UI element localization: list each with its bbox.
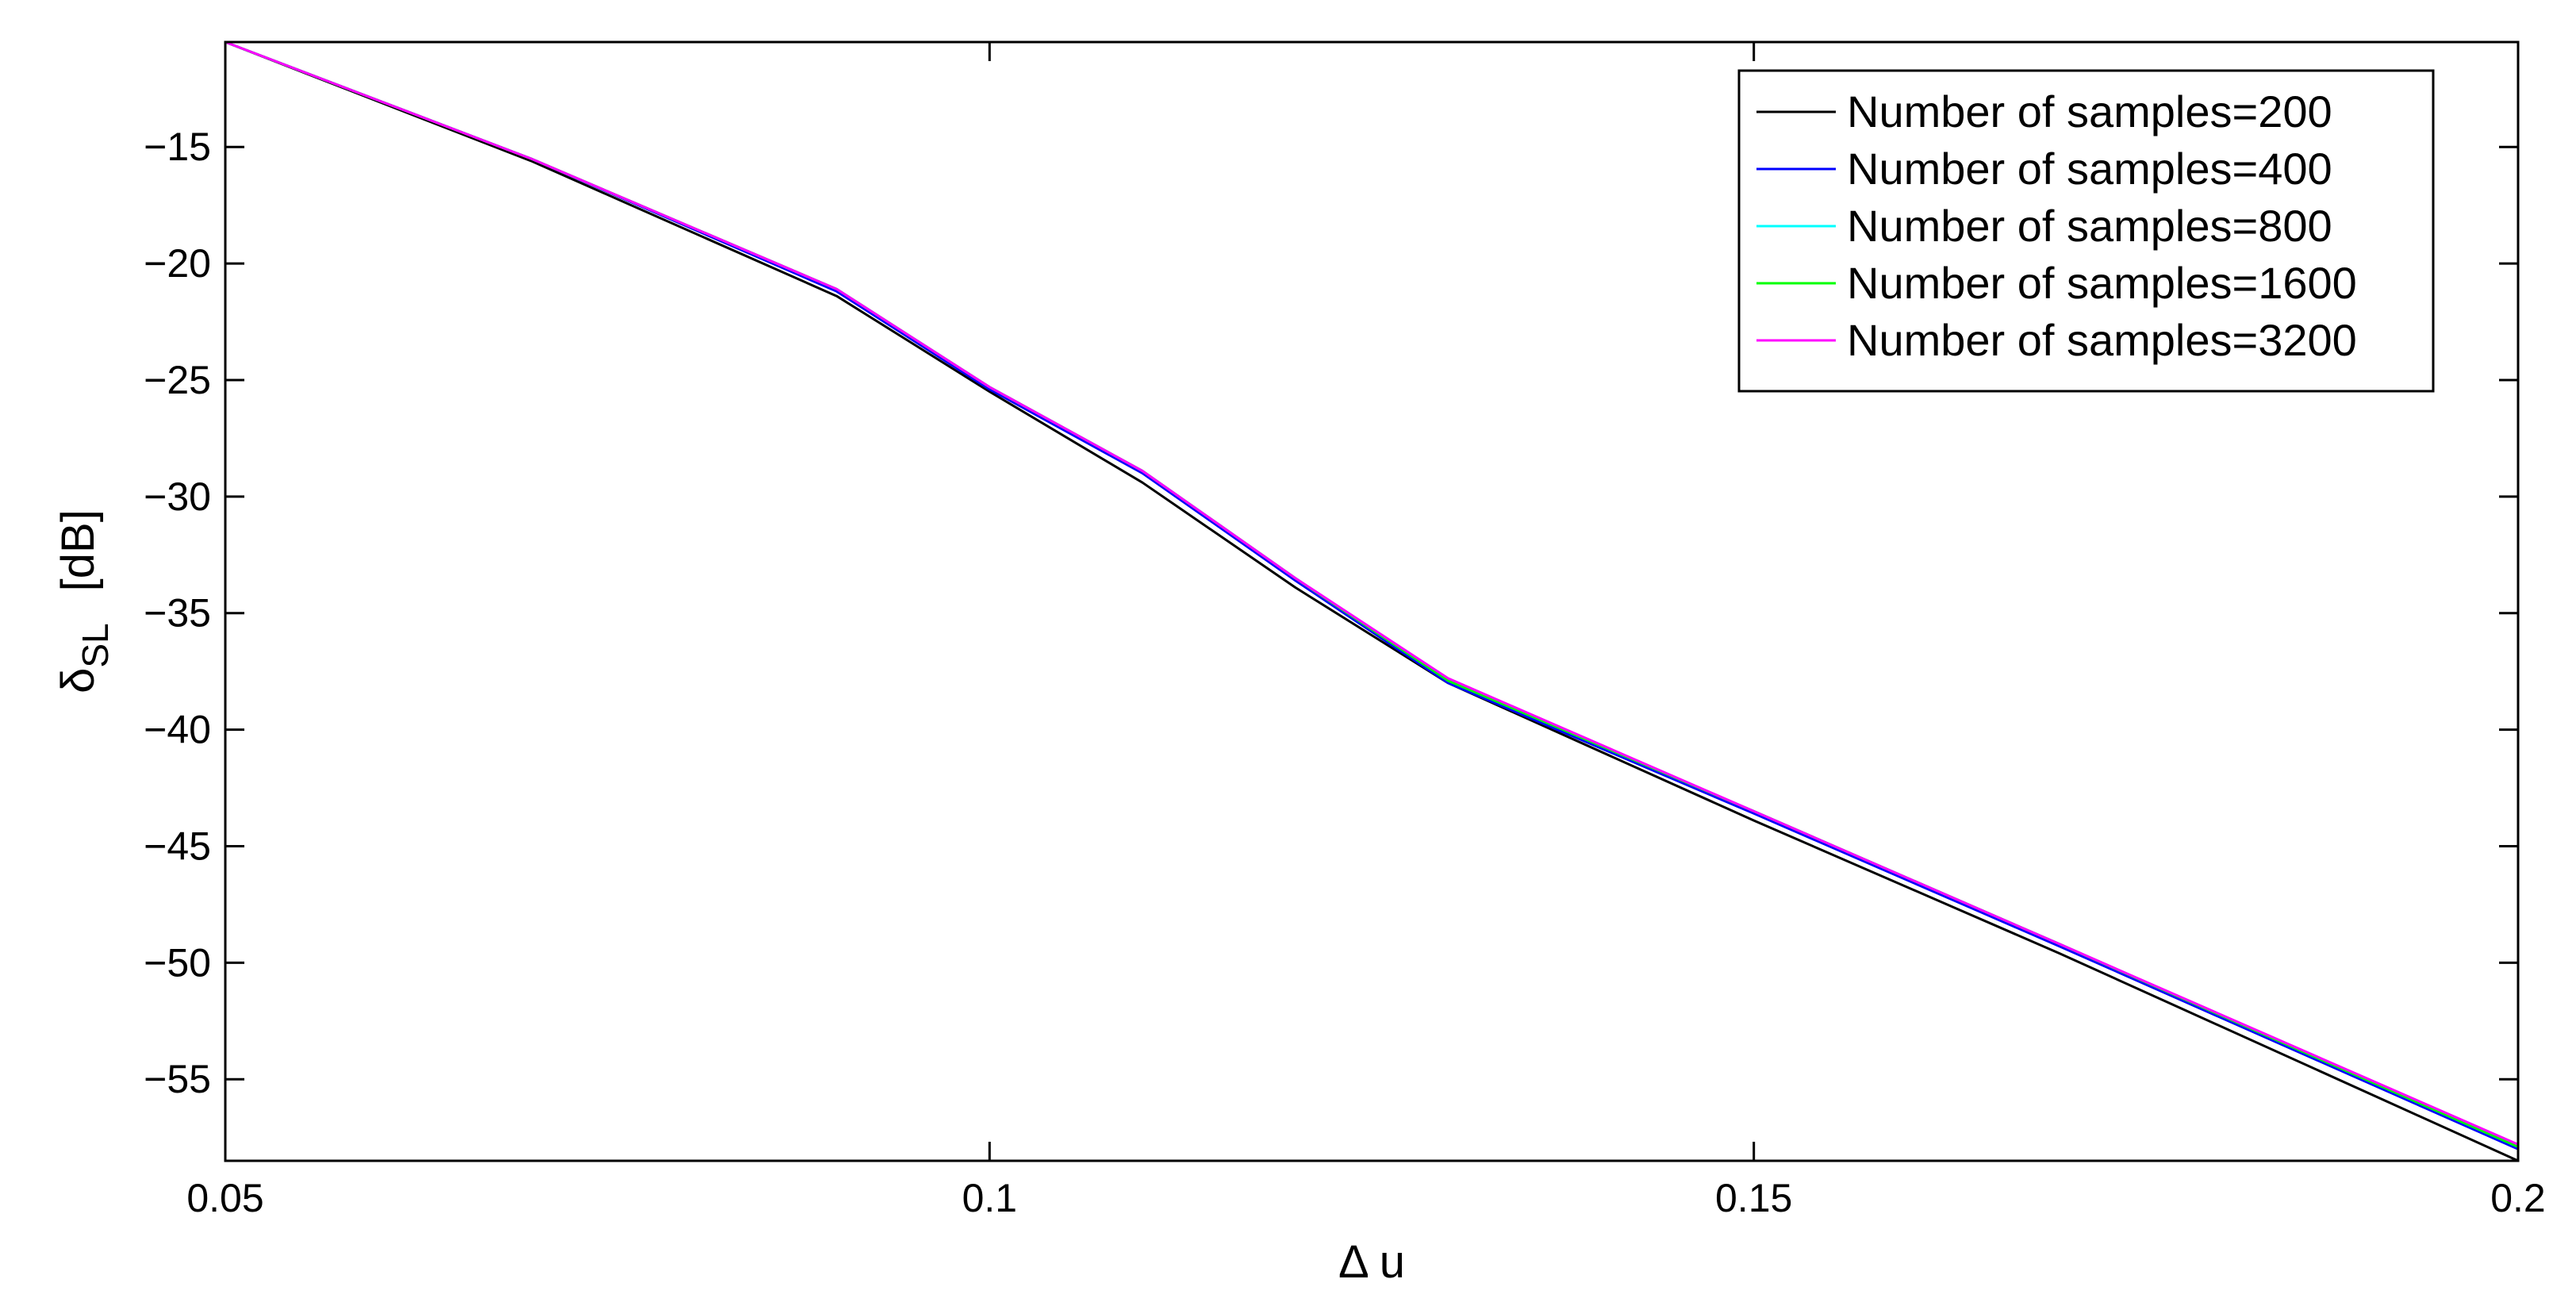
- y-tick-label: −55: [144, 1057, 211, 1101]
- x-tick-label: 0.15: [1715, 1176, 1792, 1220]
- y-tick-label: −25: [144, 358, 211, 402]
- legend-label-3: Number of samples=1600: [1847, 258, 2357, 308]
- legend-label-4: Number of samples=3200: [1847, 315, 2357, 365]
- legend-entries: Number of samples=200 Number of samples=4…: [1756, 86, 2357, 365]
- x-axis: 0.05 0.1 0.15 0.2: [186, 42, 2546, 1220]
- y-tick-label: −15: [144, 125, 211, 169]
- plot-frame: [224, 40, 2520, 1162]
- legend-label-1: Number of samples=400: [1847, 144, 2332, 194]
- y-tick-label: −50: [144, 940, 211, 985]
- y-axis-label-symbol: δ: [52, 668, 104, 693]
- svg-text:δSL[dB]: δSL [dB]: [52, 509, 116, 693]
- legend-box: [1737, 69, 2435, 393]
- x-tick-label: 0.05: [186, 1176, 263, 1220]
- series-layer: [225, 40, 2519, 1162]
- y-axis: −15 −20 −25 −30 −35 −40 −45 −50 −55: [144, 125, 2518, 1101]
- series-line-4: [225, 40, 2519, 1146]
- y-tick-label: −20: [144, 241, 211, 286]
- y-axis-label-subscript: SL: [75, 623, 116, 667]
- x-tick-label: 0.2: [2490, 1176, 2546, 1220]
- y-tick-label: −35: [144, 591, 211, 636]
- series-line-0: [225, 40, 2519, 1162]
- y-tick-label: −30: [144, 474, 211, 519]
- legend: Number of samples=200 Number of samples=4…: [1737, 69, 2435, 393]
- x-axis-label: Δ u: [1338, 1236, 1405, 1288]
- y-axis-label-unit: [dB]: [52, 509, 104, 591]
- y-axis-label: δSL [dB]: [52, 509, 116, 693]
- legend-label-2: Number of samples=800: [1847, 201, 2332, 251]
- x-tick-label: 0.1: [962, 1176, 1018, 1220]
- y-tick-label: −40: [144, 708, 211, 752]
- legend-label-0: Number of samples=200: [1847, 86, 2332, 136]
- y-tick-label: −45: [144, 824, 211, 868]
